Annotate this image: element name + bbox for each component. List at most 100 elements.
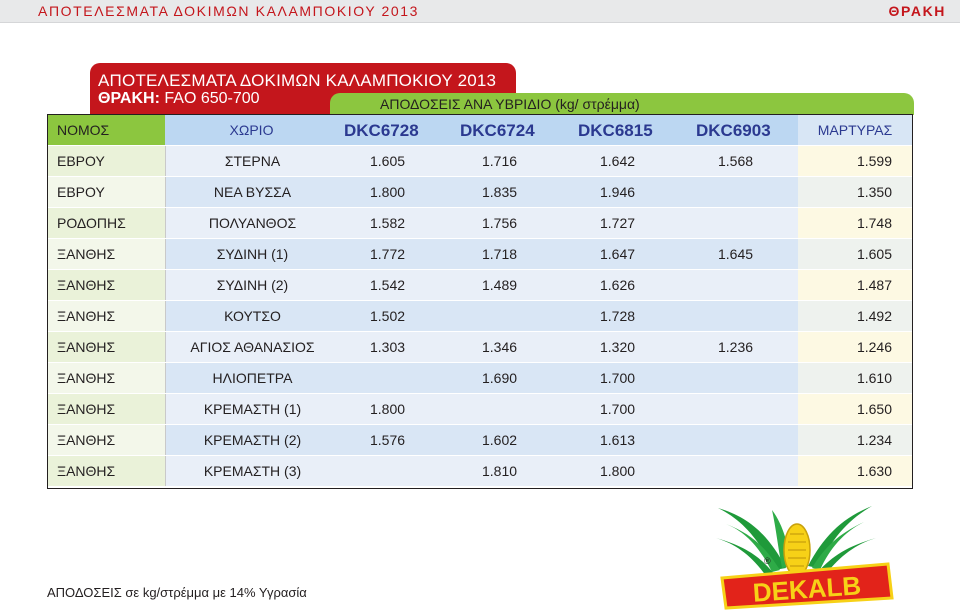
cell-dkc6815: 1.647 xyxy=(600,246,636,262)
cell-dkc6903: 1.568 xyxy=(718,153,754,169)
hybrid-values-band xyxy=(338,146,798,176)
cell-dkc6728: 1.800 xyxy=(370,184,406,200)
hybrid-values-band xyxy=(338,208,798,238)
cell-martyras: 1.748 xyxy=(798,208,912,238)
cell-dkc6724: 1.690 xyxy=(482,370,518,386)
table-row: ΡΟΔΟΠΗΣ ΠΟΛΥΑΝΘΟΣ 1.582 1.756 1.727 1.748 xyxy=(48,207,912,238)
cell-martyras: 1.234 xyxy=(798,425,912,455)
cell-xorio: ΚΟΥΤΣΟ xyxy=(165,301,339,331)
cell-martyras: 1.610 xyxy=(798,363,912,393)
cell-nomos: ΞΑΝΘΗΣ xyxy=(48,394,165,424)
cell-dkc6724: 1.835 xyxy=(482,184,518,200)
cell-xorio: ΣΥΔΙΝΗ (1) xyxy=(165,239,339,269)
winged-corn-icon xyxy=(716,506,876,577)
cell-dkc6728: 1.576 xyxy=(370,432,406,448)
region-label: ΘΡΑΚΗ: xyxy=(98,90,160,107)
cell-dkc6815: 1.613 xyxy=(600,432,636,448)
cell-martyras: 1.350 xyxy=(798,177,912,207)
cell-nomos: ΞΑΝΘΗΣ xyxy=(48,363,165,393)
cell-nomos: ΕΒΡΟΥ xyxy=(48,146,165,176)
dekalb-logo: ® DEKALB xyxy=(716,506,894,610)
table-row: ΞΑΝΘΗΣ ΗΛΙΟΠΕΤΡΑ 1.690 1.700 1.610 xyxy=(48,362,912,393)
cell-martyras: 1.599 xyxy=(798,146,912,176)
cell-dkc6724: 1.718 xyxy=(482,246,518,262)
region-fao-subtitle: ΘΡΑΚΗ: FAO 650-700 xyxy=(98,90,260,108)
cell-nomos: ΞΑΝΘΗΣ xyxy=(48,425,165,455)
cell-xorio: ΑΓΙΟΣ ΑΘΑΝΑΣΙΟΣ xyxy=(165,332,339,362)
cell-dkc6724: 1.716 xyxy=(482,153,518,169)
cell-xorio: ΗΛΙΟΠΕΤΡΑ xyxy=(165,363,339,393)
cell-martyras: 1.630 xyxy=(798,456,912,486)
yield-tab: ΑΠΟΔΟΣΕΙΣ ΑΝΑ ΥΒΡΙΔΙΟ (kg/ στρέμμα) xyxy=(330,93,914,115)
cell-dkc6728: 1.772 xyxy=(370,246,406,262)
cell-martyras: 1.605 xyxy=(798,239,912,269)
table-header-row: ΝΟΜΟΣ ΧΩΡΙΟ DKC6728 DKC6724 DKC6815 DKC6… xyxy=(48,115,912,145)
cell-xorio: ΣΤΕΡΝΑ xyxy=(165,146,339,176)
col-header-dkc6903: DKC6903 xyxy=(696,121,771,140)
cell-dkc6724: 1.602 xyxy=(482,432,518,448)
table-row: ΕΒΡΟΥ ΝΕΑ ΒΥΣΣΑ 1.800 1.835 1.946 1.350 xyxy=(48,176,912,207)
cell-dkc6724: 1.346 xyxy=(482,339,518,355)
table-row: ΕΒΡΟΥ ΣΤΕΡΝΑ 1.605 1.716 1.642 1.568 1.599 xyxy=(48,145,912,176)
cell-nomos: ΞΑΝΘΗΣ xyxy=(48,239,165,269)
col-header-dkc6728: DKC6728 xyxy=(344,121,419,140)
hybrid-values-band xyxy=(338,456,798,486)
cell-dkc6903: 1.645 xyxy=(718,246,754,262)
cell-nomos: ΕΒΡΟΥ xyxy=(48,177,165,207)
col-header-hybrids: DKC6728 DKC6724 DKC6815 DKC6903 xyxy=(338,115,798,145)
top-header-bar: ΑΠΟΤΕΛΕΣΜΑΤΑ ΔΟΚΙΜΩΝ ΚΑΛΑΜΠΟΚΙΟΥ 2013 ΘΡ… xyxy=(0,0,960,23)
cell-nomos: ΞΑΝΘΗΣ xyxy=(48,456,165,486)
cell-dkc6728: 1.542 xyxy=(370,277,406,293)
table-row: ΞΑΝΘΗΣ ΚΡΕΜΑΣΤΗ (1) 1.800 1.700 1.650 xyxy=(48,393,912,424)
cell-dkc6724: 1.756 xyxy=(482,215,518,231)
hybrid-values-band xyxy=(338,332,798,362)
cell-xorio: ΚΡΕΜΑΣΤΗ (2) xyxy=(165,425,339,455)
results-table: ΝΟΜΟΣ ΧΩΡΙΟ DKC6728 DKC6724 DKC6815 DKC6… xyxy=(47,114,913,489)
hybrid-values-band xyxy=(338,270,798,300)
cell-dkc6815: 1.728 xyxy=(600,308,636,324)
col-header-dkc6815: DKC6815 xyxy=(578,121,653,140)
cell-nomos: ΞΑΝΘΗΣ xyxy=(48,270,165,300)
cell-dkc6724: 1.489 xyxy=(482,277,518,293)
hybrid-values-band xyxy=(338,394,798,424)
hybrid-values-band xyxy=(338,363,798,393)
hybrid-values-band xyxy=(338,301,798,331)
cell-dkc6815: 1.800 xyxy=(600,463,636,479)
cell-dkc6815: 1.946 xyxy=(600,184,636,200)
cell-martyras: 1.492 xyxy=(798,301,912,331)
registered-mark: ® xyxy=(764,556,771,566)
fao-label: FAO 650-700 xyxy=(164,90,260,107)
cell-dkc6815: 1.626 xyxy=(600,277,636,293)
cell-dkc6815: 1.700 xyxy=(600,401,636,417)
cell-dkc6815: 1.320 xyxy=(600,339,636,355)
cell-xorio: ΣΥΔΙΝΗ (2) xyxy=(165,270,339,300)
cell-dkc6724: 1.810 xyxy=(482,463,518,479)
cell-xorio: ΠΟΛΥΑΝΘΟΣ xyxy=(165,208,339,238)
cell-dkc6728: 1.303 xyxy=(370,339,406,355)
table-row: ΞΑΝΘΗΣ ΣΥΔΙΝΗ (1) 1.772 1.718 1.647 1.645 1.60… xyxy=(48,238,912,269)
table-row: ΞΑΝΘΗΣ ΚΡΕΜΑΣΤΗ (3) 1.810 1.800 1.630 xyxy=(48,455,912,486)
cell-dkc6728: 1.605 xyxy=(370,153,406,169)
hybrid-values-band xyxy=(338,425,798,455)
title-tab: ΑΠΟΤΕΛΕΣΜΑΤΑ ΔΟΚΙΜΩΝ ΚΑΛΑΜΠΟΚΙΟΥ 2013 ΘΡ… xyxy=(90,63,516,115)
cell-nomos: ΡΟΔΟΠΗΣ xyxy=(48,208,165,238)
col-header-nomos: ΝΟΜΟΣ xyxy=(48,115,165,145)
cell-nomos: ΞΑΝΘΗΣ xyxy=(48,332,165,362)
col-header-dkc6724: DKC6724 xyxy=(460,121,535,140)
cell-dkc6728: 1.800 xyxy=(370,401,406,417)
cell-dkc6903: 1.236 xyxy=(718,339,754,355)
cell-xorio: ΚΡΕΜΑΣΤΗ (3) xyxy=(165,456,339,486)
table-row: ΞΑΝΘΗΣ ΚΟΥΤΣΟ 1.502 1.728 1.492 xyxy=(48,300,912,331)
col-header-xorio: ΧΩΡΙΟ xyxy=(165,115,338,145)
cell-nomos: ΞΑΝΘΗΣ xyxy=(48,301,165,331)
table-row: ΞΑΝΘΗΣ ΣΥΔΙΝΗ (2) 1.542 1.489 1.626 1.487 xyxy=(48,269,912,300)
results-title: ΑΠΟΤΕΛΕΣΜΑΤΑ ΔΟΚΙΜΩΝ ΚΑΛΑΜΠΟΚΙΟΥ 2013 xyxy=(98,71,497,90)
footnote: ΑΠΟΔΟΣΕΙΣ σε kg/στρέμμα με 14% Υγρασία xyxy=(47,585,307,600)
cell-xorio: ΚΡΕΜΑΣΤΗ (1) xyxy=(165,394,339,424)
header-region: ΘΡΑΚΗ xyxy=(888,3,946,19)
header-title: ΑΠΟΤΕΛΕΣΜΑΤΑ ΔΟΚΙΜΩΝ ΚΑΛΑΜΠΟΚΙΟΥ 2013 xyxy=(38,3,420,19)
hybrid-values-band xyxy=(338,177,798,207)
cell-martyras: 1.650 xyxy=(798,394,912,424)
cell-dkc6728: 1.582 xyxy=(370,215,406,231)
table-row: ΞΑΝΘΗΣ ΚΡΕΜΑΣΤΗ (2) 1.576 1.602 1.613 1.234 xyxy=(48,424,912,455)
